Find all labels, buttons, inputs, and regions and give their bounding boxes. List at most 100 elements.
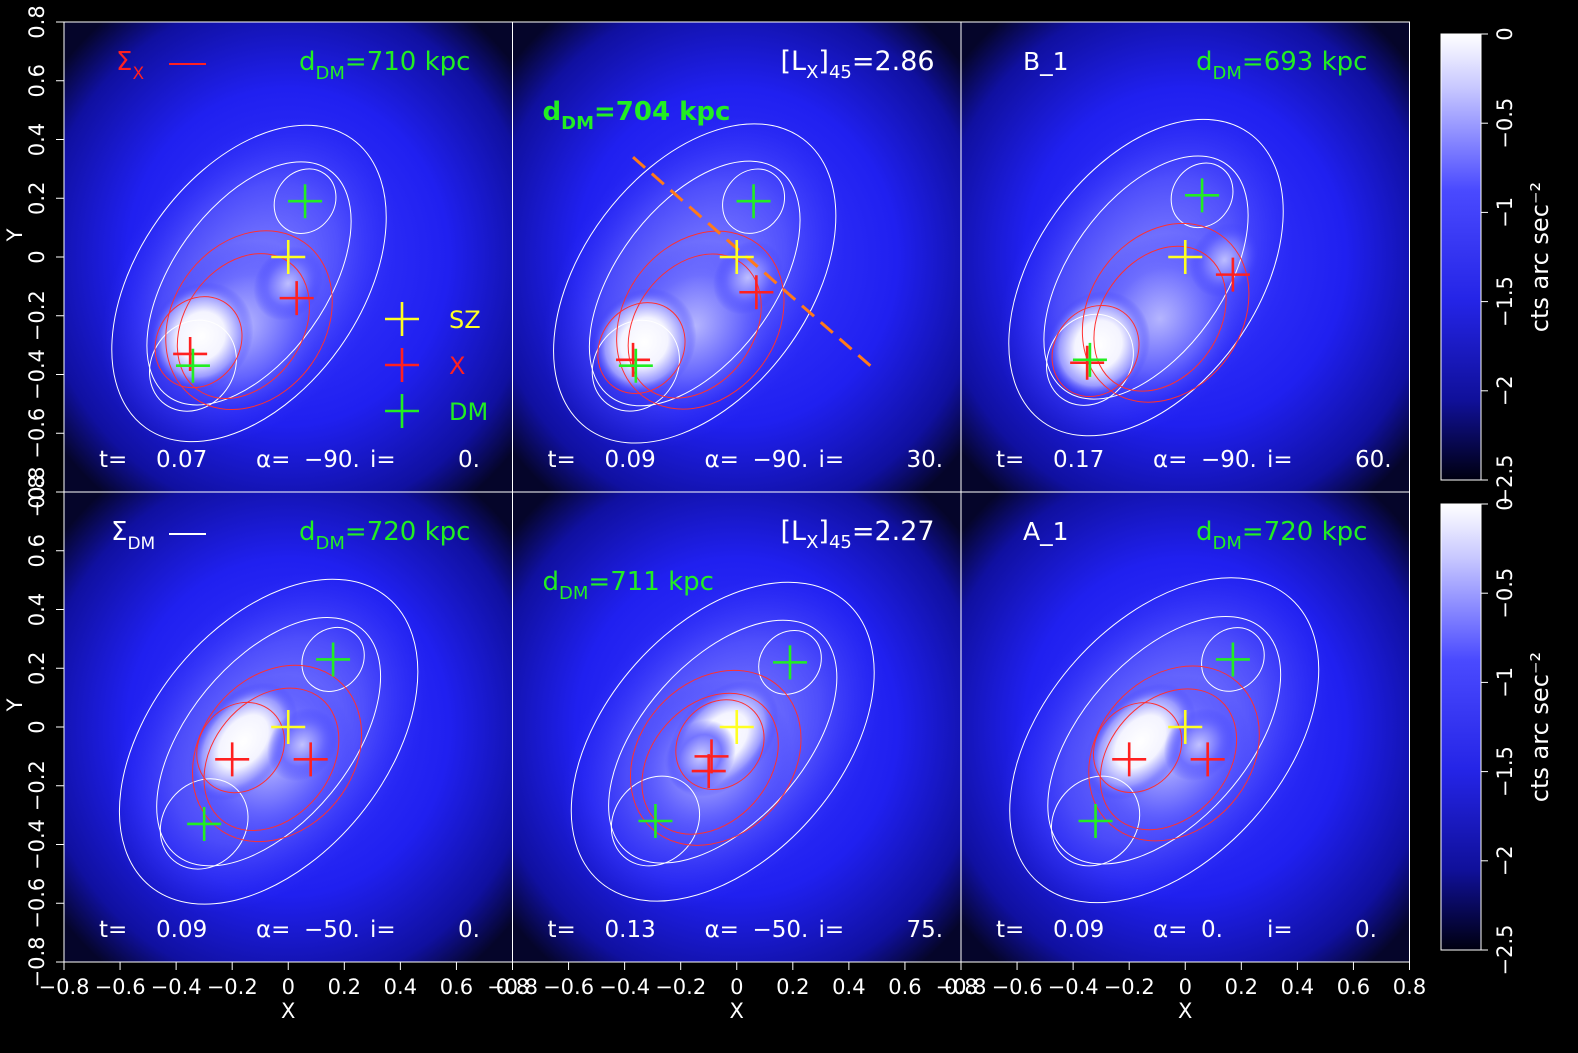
x-contour-inner — [675, 699, 765, 791]
colorbars: 0 −0.5 −1 −1.5 −2 −2.5 cts arc sec⁻² 0 −0.5 −1 −1.… — [1440, 27, 1554, 976]
x-tick-label: 0.6 — [440, 975, 473, 999]
dm-contour-outer — [111, 124, 387, 443]
x-tick-label: 0.6 — [888, 975, 921, 999]
alpha-value: −90. — [304, 447, 360, 473]
dm-peak-marker — [175, 348, 210, 383]
x-tick-label: −0.8 — [936, 975, 987, 999]
x-tick-label: 0.8 — [496, 975, 529, 999]
x-tick-label: 0.8 — [944, 975, 977, 999]
dm-contour-outer — [553, 123, 837, 444]
dm-distance-sub: DM — [561, 113, 594, 134]
dm-distance-sub: DM — [316, 63, 345, 84]
x-tick-label: 0.2 — [1225, 975, 1258, 999]
lx-bracket: ] — [818, 46, 829, 77]
x-tick-label: −0.4 — [151, 975, 202, 999]
emission-core — [188, 682, 299, 801]
x-contour-mid — [641, 692, 779, 835]
time-label: t= — [548, 917, 576, 943]
time-value: 0.07 — [156, 447, 207, 473]
x-contour-inner — [1051, 304, 1140, 398]
x-peak-marker — [279, 281, 314, 316]
dm-contour-mid — [588, 160, 801, 407]
dm-peak-marker — [316, 642, 351, 677]
dm-peak-marker — [736, 184, 771, 219]
dm-distance-value: =704 kpc — [594, 97, 730, 127]
incl-value: 30. — [907, 447, 944, 473]
alpha-label: α= — [256, 917, 290, 943]
y-tick-label: 0.2 — [25, 652, 49, 685]
emission-core — [1084, 683, 1196, 800]
y-tick-label: −0.8 — [25, 467, 49, 518]
legend-label-sz: SZ — [449, 306, 481, 334]
x-peak-marker — [739, 275, 774, 310]
dm-distance-sub: DM — [1213, 533, 1242, 554]
y-tick-label: 0.4 — [25, 593, 49, 626]
x-tick-label: −0.2 — [655, 975, 706, 999]
x-tick-label: −0.8 — [487, 975, 538, 999]
incl-value: 0. — [458, 447, 480, 473]
x-contour-inner — [154, 296, 243, 389]
lx-value: =2.86 — [852, 46, 935, 77]
incl-value: 75. — [907, 917, 944, 943]
dm-distance-value: =710 kpc — [345, 47, 471, 77]
dm-contour-main — [591, 319, 680, 412]
x-contour-outer — [192, 664, 363, 843]
panel-run-label: B_1 — [1023, 47, 1069, 76]
x-contour-outer — [629, 669, 802, 846]
dm-distance-sub: DM — [316, 533, 345, 554]
dm-contour-subcluster — [1201, 627, 1265, 692]
dm-peak-marker — [618, 348, 653, 383]
colorbar-tick-label: −1.5 — [1493, 746, 1517, 797]
x-peak-marker — [1190, 742, 1225, 777]
dm-contour-mid — [1047, 615, 1282, 865]
dm-contour-outer — [1009, 577, 1320, 904]
x-tick-label: −0.6 — [543, 975, 594, 999]
y-tick-label: 0 — [25, 720, 49, 733]
dm-peak-marker — [288, 184, 323, 219]
y-axis-label: Y — [3, 228, 27, 242]
x-peak-marker — [1070, 345, 1105, 380]
lx-sub: X — [806, 62, 818, 83]
colorbar-tick-label: −1.5 — [1493, 276, 1517, 327]
colorbar-tick-label: −2 — [1493, 845, 1517, 876]
y-tick-label: 0.4 — [25, 123, 49, 156]
x-axis-label: X — [281, 999, 295, 1023]
y-tick-label: −0.2 — [25, 290, 49, 341]
dm-contour-subcluster — [301, 626, 365, 692]
alpha-label: α= — [705, 917, 739, 943]
colorbar-tick-label: −0.5 — [1493, 98, 1517, 149]
y-tick-label: 0 — [25, 250, 49, 263]
x-tick-label: 0 — [282, 975, 295, 999]
x-contour-inner — [597, 302, 686, 394]
dm-contour-mid — [156, 617, 382, 867]
time-label: t= — [548, 447, 576, 473]
sz-peak-marker — [1168, 240, 1203, 274]
incl-label: i= — [370, 447, 396, 473]
dm-contour-main — [159, 778, 249, 870]
panel-run-label: A_1 — [1023, 517, 1069, 546]
alpha-value: 0. — [1201, 917, 1223, 943]
colorbar-tick-label: −2.5 — [1493, 455, 1517, 506]
y-tick-label: 0.8 — [25, 475, 49, 508]
x-tick-label: 0.6 — [1337, 975, 1370, 999]
x-contour-mid — [627, 253, 762, 399]
x-contour-inner — [196, 701, 285, 794]
alpha-label: α= — [256, 447, 290, 473]
x-contour-outer — [1088, 665, 1260, 842]
x-contour-outer — [1081, 222, 1250, 403]
alpha-label: α= — [705, 447, 739, 473]
x-tick-label: 0.2 — [776, 975, 809, 999]
time-value: 0.13 — [605, 917, 656, 943]
incl-value: 60. — [1355, 447, 1392, 473]
x-tick-label: 0.2 — [328, 975, 361, 999]
legend-label-dm: DM — [449, 398, 488, 426]
sz-peak-marker — [1168, 710, 1203, 744]
incl-label: i= — [1267, 447, 1293, 473]
dm-contour-subcluster — [722, 168, 786, 234]
time-label: t= — [996, 917, 1024, 943]
